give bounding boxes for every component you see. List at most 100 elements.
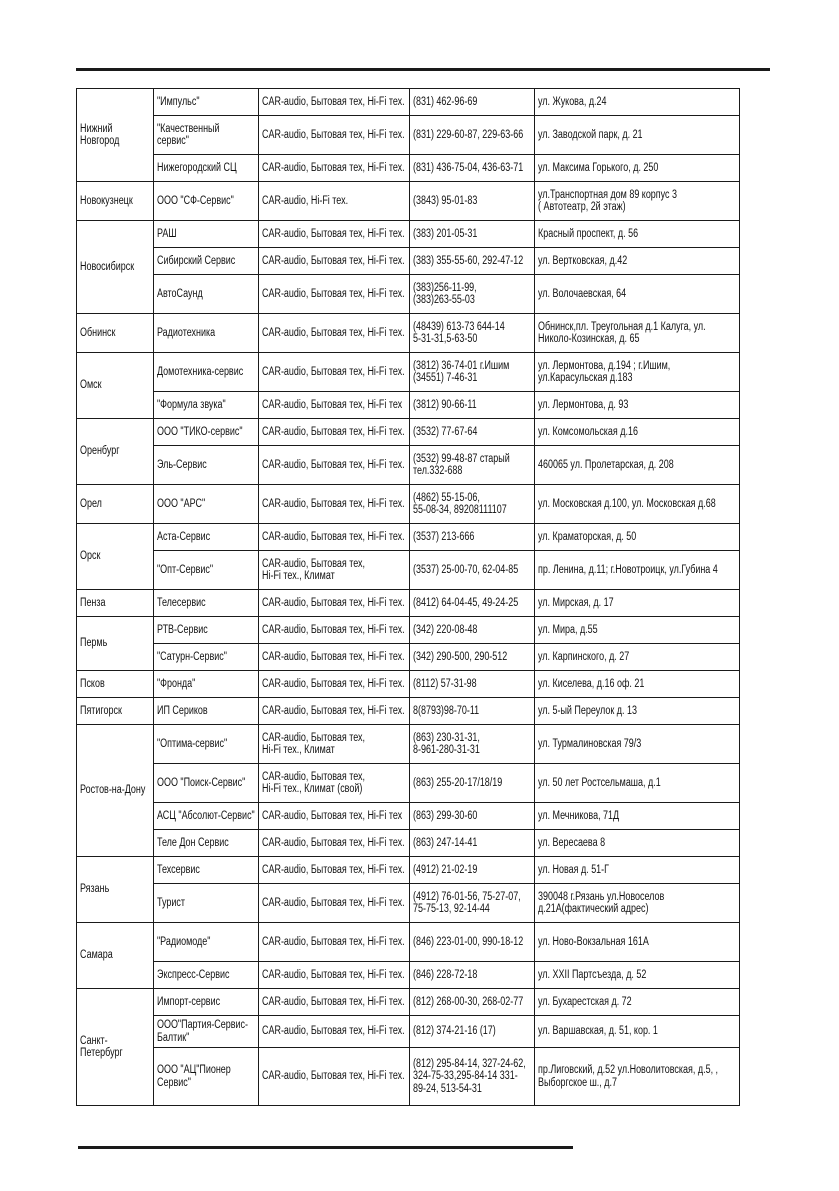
address-cell: ул. 5-ый Переулок д. 13 (534, 697, 740, 725)
address: 390048 г.Рязань ул.Новоселов д.21А(факти… (538, 890, 665, 916)
service-type-cell: CAR-audio, Бытовая тех, Hi-Fi тех. (258, 883, 410, 923)
phone-cell: (3532) 77-67-64 (409, 418, 535, 446)
table-row: Орел ООО "АРС" CAR-audio, Бытовая тех, Hi-… (76, 484, 740, 524)
service-name-cell: Экспресс-Сервис (153, 961, 259, 989)
address: ул. XXII Партсъезда, д. 52 (538, 968, 647, 981)
table-row: Псков "Фронда" CAR-audio, Бытовая тех, Hi-… (76, 670, 740, 698)
address: ул. Краматорская, д. 50 (538, 530, 637, 543)
service-name: Нижегородский СЦ (157, 161, 237, 174)
city-cell: Псков (76, 670, 154, 698)
address: ул. Ново-Вокзальная 161А (538, 935, 649, 948)
table-row: ООО "Поиск-Сервис" CAR-audio, Бытовая тех… (77, 763, 740, 803)
address: ул.Транспортная дом 89 корпус 3 ( Автоте… (538, 188, 678, 214)
address-cell: ул. Варшавская, д. 51, кор. 1 (534, 1015, 740, 1048)
table-row: Сибирский Сервис CAR-audio, Бытовая тех, … (77, 247, 740, 275)
address: ул. Комсомольская д.16 (538, 425, 638, 438)
service-name-cell: Турист (153, 883, 259, 923)
service-type: CAR-audio, Бытовая тех, Hi-Fi тех. (262, 227, 405, 240)
service-name-cell: Сибирский Сервис (153, 247, 259, 275)
address: ул. Мечникова, 71Д (538, 809, 620, 822)
service-name: "Сатурн-Сервис" (157, 650, 227, 663)
address: ул. Бухарестская д. 72 (538, 995, 632, 1008)
phone-cell: (3532) 99-48-87 старый тел.332-688 (409, 445, 535, 485)
city-cell: Ростов-на-Дону (76, 724, 154, 857)
address-cell: пр.Лиговский, д.52 ул.Новолитовская, д.5… (534, 1047, 740, 1106)
address-cell: ул. Киселева, д.16 оф. 21 (534, 670, 740, 698)
service-type: CAR-audio, Бытовая тех, Hi-Fi тех. (262, 896, 405, 909)
phone-cell: (3843) 95-01-83 (409, 181, 535, 221)
address: 460065 ул. Пролетарская, д. 208 (538, 458, 674, 471)
address-cell: ул. Новая д. 51-Г (534, 856, 740, 884)
service-name: Теле Дон Сервис (157, 836, 229, 849)
service-name: "Оптима-сервис" (157, 737, 228, 750)
service-type: CAR-audio, Бытовая тех, Hi-Fi тех., Клим… (262, 731, 365, 757)
phone: (846) 228-72-18 (413, 968, 478, 981)
service-type-cell: CAR-audio, Бытовая тех, Hi-Fi тех. (258, 247, 410, 275)
service-name-cell: Радиотехника (153, 313, 259, 353)
service-type: CAR-audio, Бытовая тех, Hi-Fi тех. (262, 623, 405, 636)
phone: (831) 462-96-69 (413, 95, 478, 108)
table-row: ООО "АЦ"Пионер Сервис" CAR-audio, Бытовая… (77, 1047, 740, 1106)
address-cell: ул. Московская д.100, ул. Московская д.6… (534, 484, 740, 524)
service-type: CAR-audio, Бытовая тех, Hi-Fi тех. (262, 596, 405, 609)
service-name-cell: Теле Дон Сервис (153, 829, 259, 857)
service-type: CAR-audio, Бытовая тех, Hi-Fi тех. (262, 254, 405, 267)
service-name: "Импульс" (157, 95, 200, 108)
service-type: CAR-audio, Бытовая тех, Hi-Fi тех. (262, 365, 405, 378)
header-rule (76, 68, 770, 71)
phone: (846) 223-01-00, 990-18-12 (413, 935, 524, 948)
phone-cell: (863) 230-31-31, 8-961-280-31-31 (409, 724, 535, 764)
phone-cell: (3812) 90-66-11 (409, 391, 535, 419)
table-row: "Качественный сервис" CAR-audio, Бытовая … (77, 115, 740, 155)
city: Ростов-на-Дону (80, 784, 146, 797)
table-row: Самара "Радиомоде" CAR-audio, Бытовая тех,… (76, 922, 740, 989)
service-type-cell: CAR-audio, Бытовая тех, Hi-Fi тех. (258, 1015, 410, 1048)
service-name: Аста-Сервис (157, 530, 211, 543)
address: ул. Мира, д.55 (538, 623, 598, 636)
service-name: "Радиомоде" (157, 935, 211, 948)
service-name: Сибирский Сервис (157, 254, 236, 267)
phone: (342) 290-500, 290-512 (413, 650, 508, 663)
address-cell: ул. Волочаевская, 64 (534, 274, 740, 314)
city-cell: Новокузнецк (76, 181, 154, 221)
service-type: CAR-audio, Бытовая тех, Hi-Fi тех (262, 809, 403, 822)
phone-cell: (863) 299-30-60 (409, 802, 535, 830)
table-row: АСЦ "Абсолют-Сервис" CAR-audio, Бытовая т… (77, 802, 740, 830)
service-type-cell: CAR-audio, Бытовая тех, Hi-Fi тех., Клим… (258, 724, 410, 764)
table-row: Новокузнецк ООО "СФ-Сервис" CAR-audio, Hi-… (76, 181, 740, 221)
city: Новосибирск (80, 260, 135, 273)
address: ул. Лермонтова, д.194 ; г.Ишим, ул.Карас… (538, 359, 671, 385)
table-row: Оренбург ООО "ТИКО-сервис" CAR-audio, Быто… (76, 418, 740, 485)
phone: (812) 295-84-14, 327-24-62, 324-75-33,29… (413, 1057, 526, 1095)
phone-cell: (812) 374-21-16 (17) (409, 1015, 535, 1048)
service-type-cell: CAR-audio, Бытовая тех, Hi-Fi тех. (258, 484, 410, 524)
city: Обнинск (80, 326, 116, 339)
service-name: ООО "СФ-Сервис" (157, 194, 234, 207)
phone-cell: (831) 462-96-69 (409, 88, 535, 116)
phone-cell: (812) 268-00-30, 268-02-77 (409, 988, 535, 1016)
phone: (831) 229-60-87, 229-63-66 (413, 128, 524, 141)
address-cell: Обнинск,пл. Треугольная д.1 Калуга, ул. … (534, 313, 740, 353)
address-cell: ул. Жукова, д.24 (534, 88, 740, 116)
service-type-cell: CAR-audio, Бытовая тех, Hi-Fi тех. (258, 829, 410, 857)
table-row: Санкт- Петербург Импорт-сервис CAR-audio, … (76, 988, 740, 1106)
table-row: ООО"Партия-Сервис- Балтик" CAR-audio, Быт… (77, 1015, 740, 1048)
city-cell: Омск (76, 352, 154, 419)
table-row: Новосибирск РАШ CAR-audio, Бытовая тех, Hi… (76, 220, 740, 314)
table-row: Пятигорск ИП Сериков CAR-audio, Бытовая те… (76, 697, 740, 725)
table-row: Нижний Новгород "Импульс" CAR-audio, Бытов… (76, 88, 740, 182)
service-name-cell: ИП Сериков (153, 697, 259, 725)
address-cell: ул. Мира, д.55 (534, 616, 740, 644)
phone-cell: (4862) 55-15-06, 55-08-34, 89208111107 (409, 484, 535, 524)
address-cell: ул. Вертковская, д.42 (534, 247, 740, 275)
phone-cell: (383) 355-55-60, 292-47-12 (409, 247, 535, 275)
address: ул. Варшавская, д. 51, кор. 1 (538, 1025, 658, 1038)
service-type-cell: CAR-audio, Бытовая тех, Hi-Fi тех (258, 802, 410, 830)
address-cell: ул. XXII Партсъезда, д. 52 (534, 961, 740, 989)
service-name: РТВ-Сервис (157, 623, 208, 636)
address: ул. Заводской парк, д. 21 (538, 128, 643, 141)
service-type-cell: CAR-audio, Бытовая тех, Hi-Fi тех. (258, 856, 410, 884)
service-name-cell: РТВ-Сервис (153, 616, 259, 644)
phone-cell: (342) 220-08-48 (409, 616, 535, 644)
city-cell: Обнинск (76, 313, 154, 353)
